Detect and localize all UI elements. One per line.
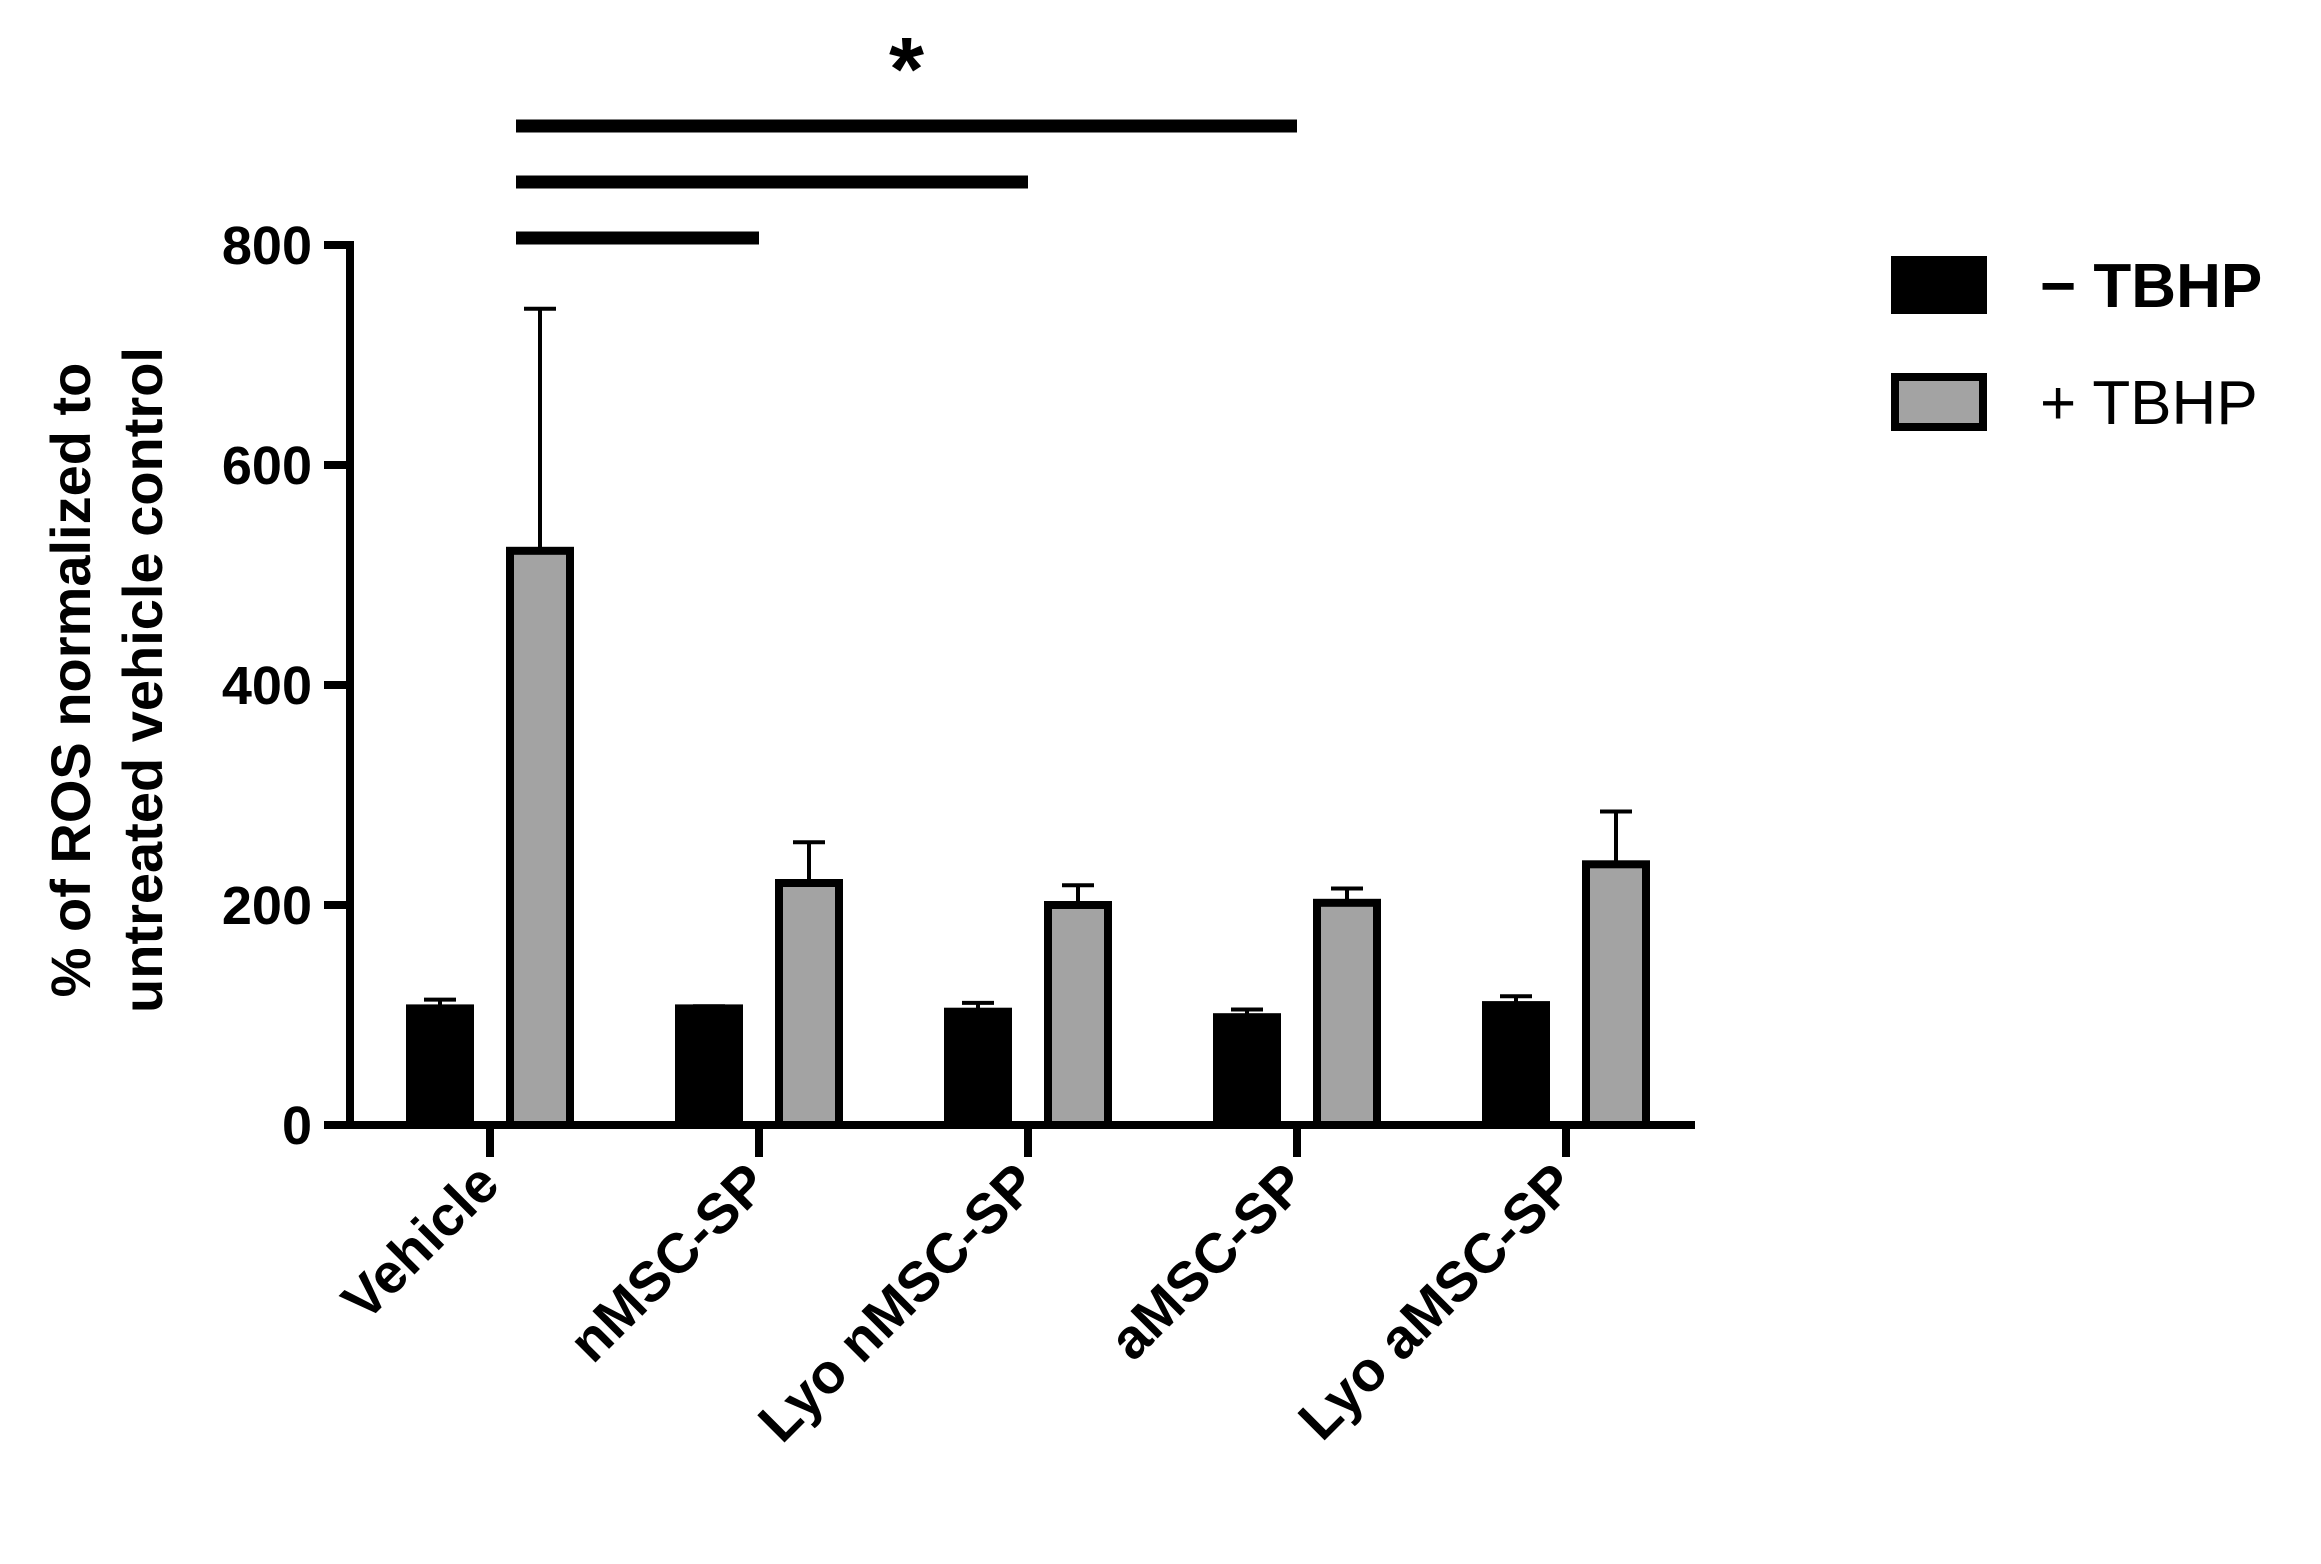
bar-plus-tbhp <box>1313 898 1381 1129</box>
legend-swatch-plus-tbhp <box>1891 373 1987 431</box>
x-tick-label: Lyo aMSC-SP <box>1286 1151 1587 1452</box>
y-tick-label: 800 <box>222 216 312 276</box>
legend-swatch-minus-tbhp <box>1891 256 1987 314</box>
bar-plus-tbhp <box>1044 901 1112 1129</box>
legend: − TBHP + TBHP <box>1891 252 2262 438</box>
bar-minus-tbhp <box>406 1004 474 1130</box>
legend-label-minus-tbhp: − TBHP <box>2040 252 2262 321</box>
y-tick-label: 200 <box>222 876 312 936</box>
legend-label-plus-tbhp: + TBHP <box>2040 369 2258 438</box>
y-axis-title-line2: untreated vehicle control <box>111 347 174 1013</box>
x-tick-label: aMSC-SP <box>1097 1151 1318 1372</box>
bar-minus-tbhp <box>1482 1001 1550 1129</box>
bar-plus-tbhp <box>775 879 843 1129</box>
y-tick-label: 0 <box>282 1096 312 1156</box>
bar-plus-tbhp <box>506 546 574 1129</box>
x-tick-label: Vehicle <box>329 1151 510 1332</box>
y-tick-label: 600 <box>222 436 312 496</box>
bar-minus-tbhp <box>1213 1013 1281 1130</box>
significance-star: * <box>889 20 924 120</box>
x-tick-label: nMSC-SP <box>557 1151 780 1374</box>
y-tick-label: 400 <box>222 656 312 716</box>
bar-minus-tbhp <box>675 1004 743 1130</box>
y-axis-title: % of ROS normalized to untreated vehicle… <box>39 347 174 1013</box>
x-tick-label: Lyo nMSC-SP <box>746 1151 1049 1454</box>
bar-plus-tbhp <box>1582 860 1650 1129</box>
bar-minus-tbhp <box>944 1007 1012 1130</box>
y-axis-title-line1: % of ROS normalized to <box>39 363 102 998</box>
